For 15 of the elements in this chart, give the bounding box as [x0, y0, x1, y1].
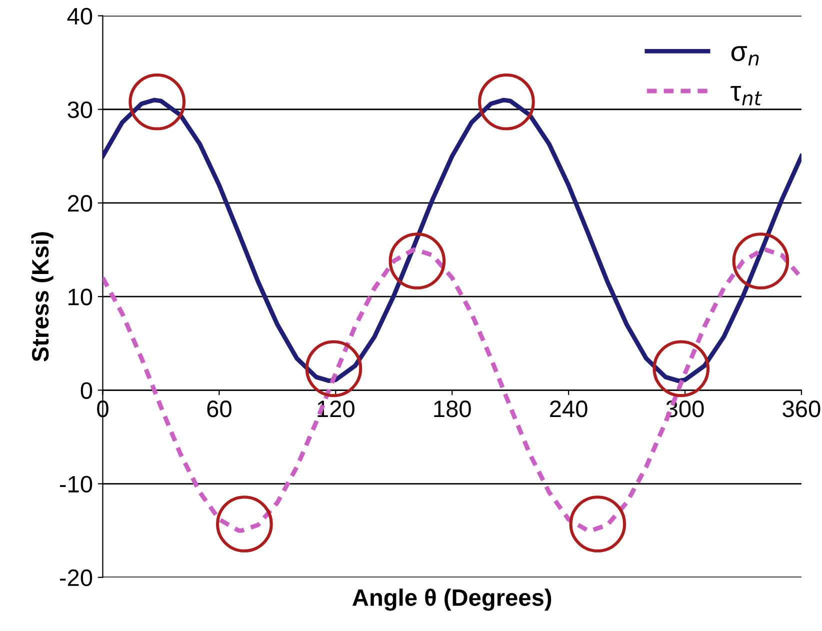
x-tick-label: 60 [207, 400, 232, 418]
y-tick-label: 20 [68, 195, 92, 212]
y-tick-label: 30 [68, 101, 92, 118]
y-axis-title: Stress (Ksi) [31, 232, 54, 362]
legend-label: σ$_{n}$ [731, 46, 759, 66]
x-axis-title: Angle θ (Degrees) [352, 588, 552, 611]
y-tick-label: 0 [80, 382, 92, 399]
y-tick-label: 40 [67, 8, 92, 25]
x-tick-label: 240 [550, 400, 588, 418]
legend-label: τ$_{nt}$ [730, 86, 762, 106]
x-tick-label: 180 [434, 400, 471, 418]
y-tick-label: -10 [60, 476, 92, 493]
y-tick-label: 10 [68, 288, 92, 306]
x-tick-label: 360 [782, 400, 820, 418]
y-tick-label: -20 [60, 569, 92, 586]
